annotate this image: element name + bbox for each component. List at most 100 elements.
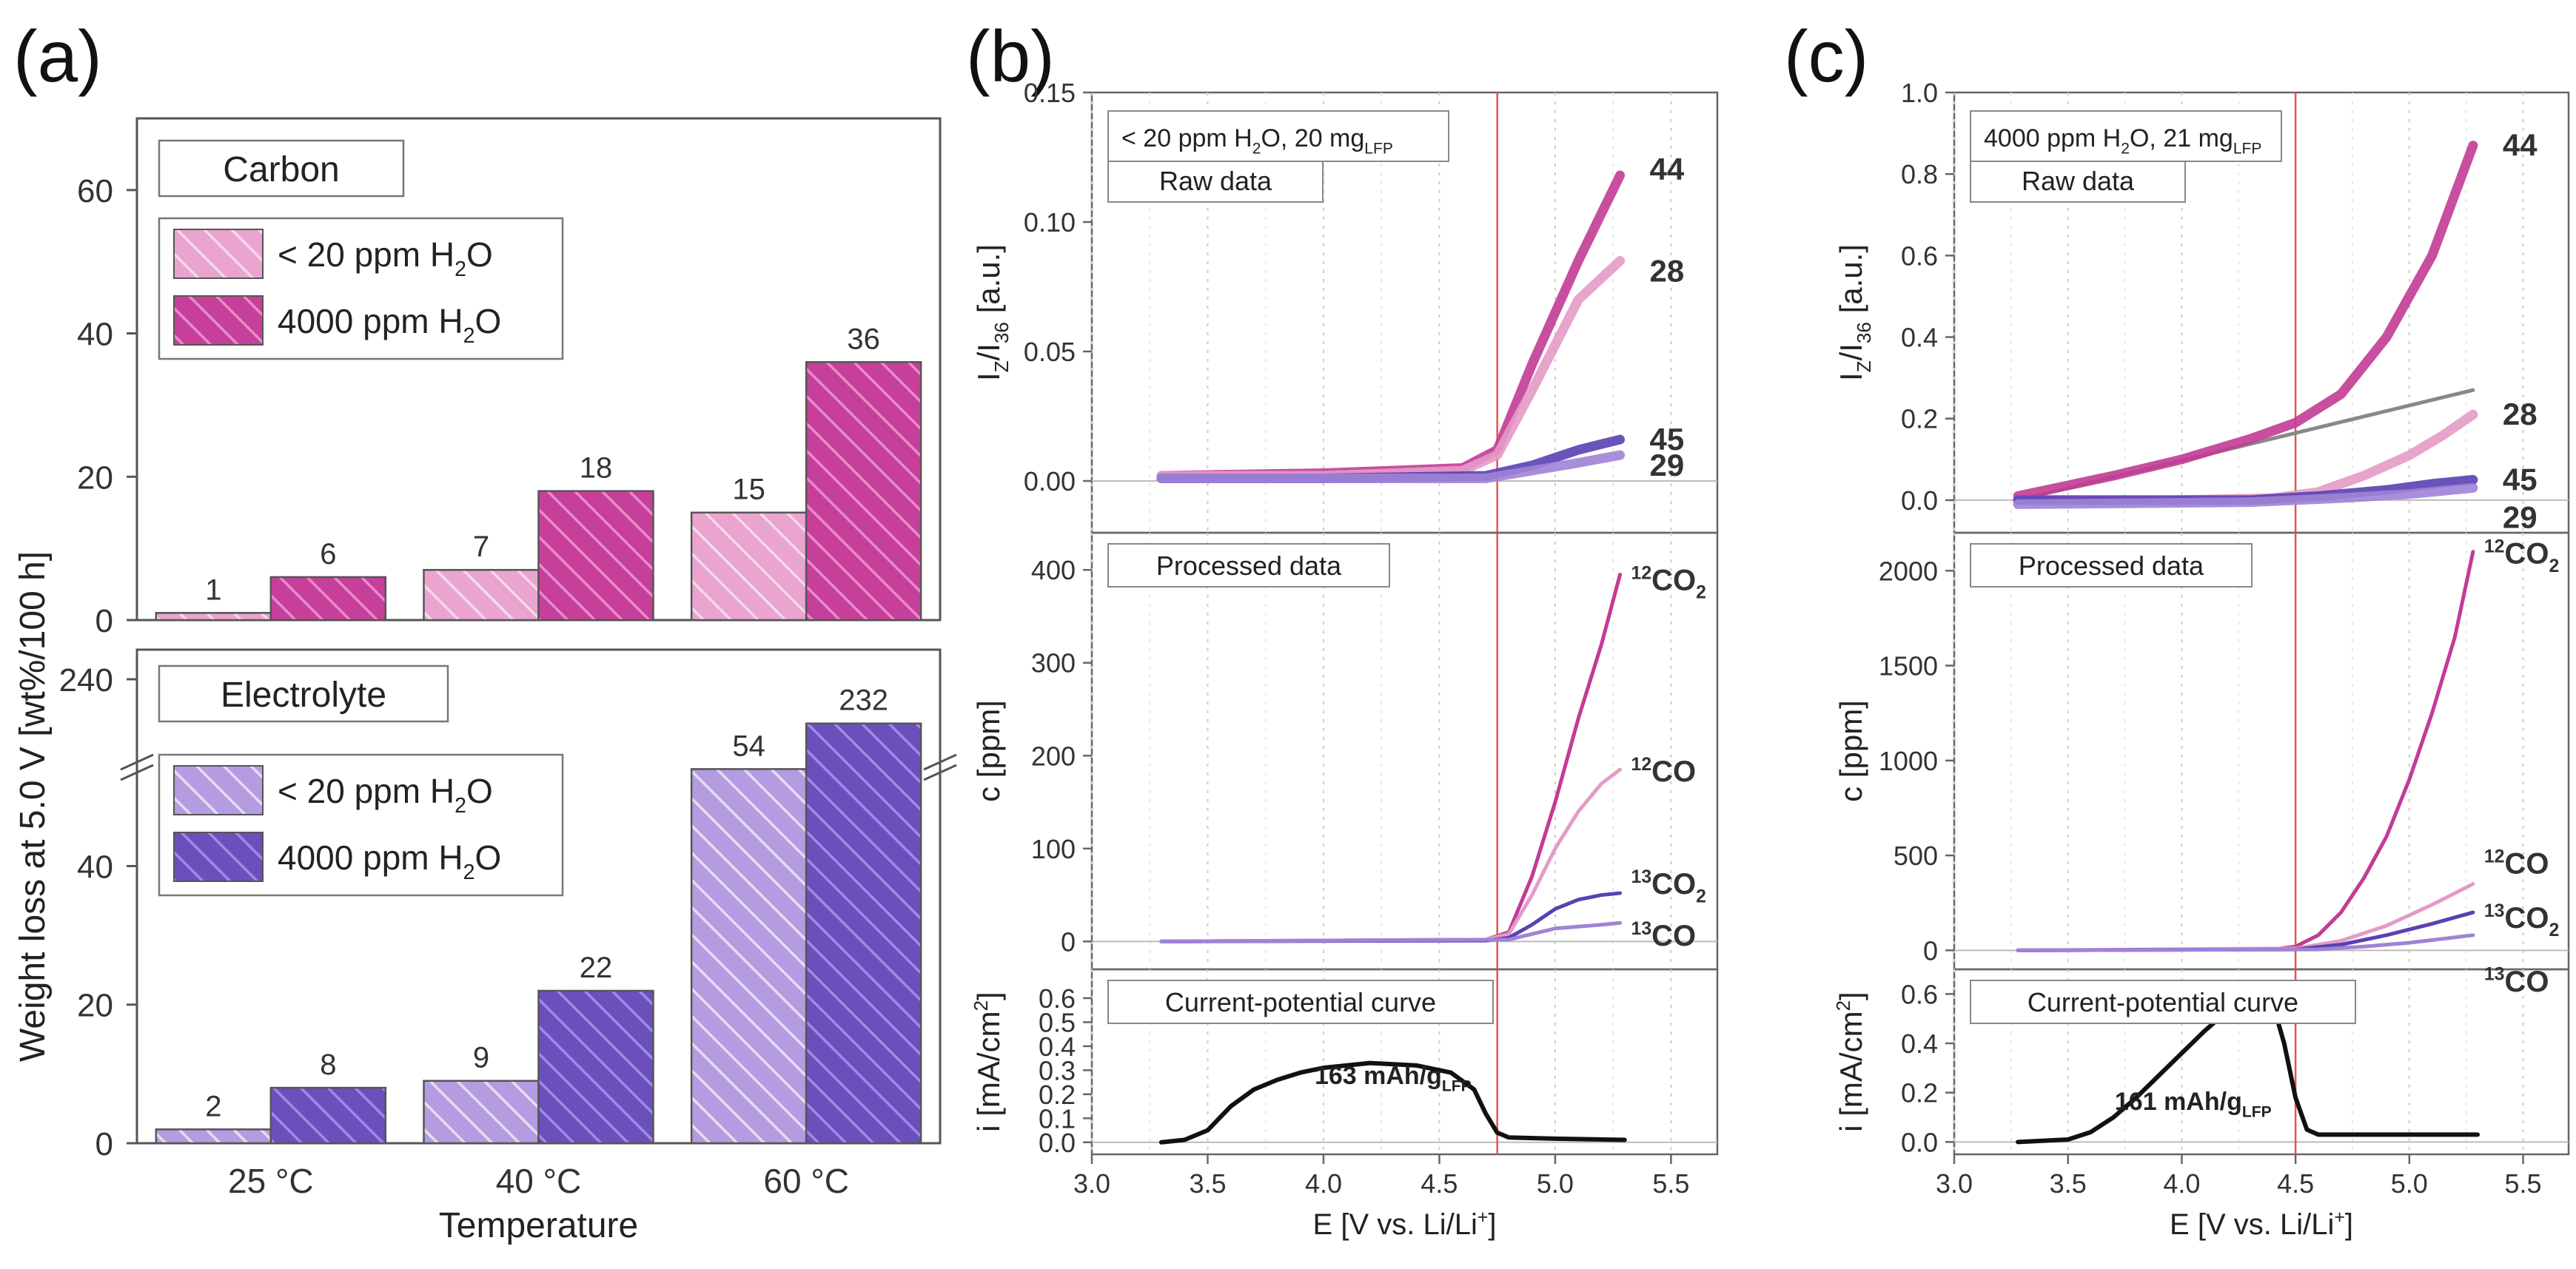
y-axis-label-part: Z — [990, 360, 1013, 372]
y-tick-label: 0.6 — [1039, 983, 1076, 1014]
capacity-label-part: LFP — [2242, 1104, 2272, 1121]
y-axis-label-part: 2 — [1832, 1000, 1854, 1011]
y-axis-label: IZ/I36 [a.u.] — [1834, 244, 1875, 381]
processed-title: Processed data — [1156, 551, 1342, 581]
current-title-box — [1970, 980, 2356, 1024]
bar-value-label: 1 — [205, 573, 221, 606]
x-axis-label-part: E [V vs. Li/Li — [2170, 1208, 2334, 1241]
raw-series-label: 28 — [1650, 254, 1685, 289]
x-tick-label: 5.0 — [1537, 1168, 1574, 1199]
axis-break-mark — [923, 753, 957, 771]
bar-value-label: 15 — [732, 474, 765, 506]
processed-series-label-part: CO — [1651, 755, 1696, 788]
y-axis-label: i [mA/cm2] — [970, 992, 1006, 1131]
processed-series-label-part: 13 — [1631, 867, 1652, 887]
condition-label: 4000 ppm H2O, 21 mgLFP — [1984, 124, 2261, 158]
legend-label-part: 2 — [463, 861, 475, 884]
processed-series-label-part: 2 — [2549, 920, 2559, 940]
panel-label-a: (a) — [13, 16, 102, 97]
raw-title: Raw data — [2022, 166, 2135, 196]
y-tick-label: 1.0 — [1901, 78, 1938, 108]
y-tick-label: 0.6 — [1901, 240, 1938, 271]
y-tick-label: 0.05 — [1024, 337, 1076, 367]
y-axis-label-part: ] — [1834, 992, 1868, 1000]
series-current-current — [1158, 1060, 1627, 1145]
y-tick-label: 0 — [1061, 926, 1076, 957]
bar-carbon-dry — [155, 612, 272, 622]
processed-series-label-part: 13 — [1631, 919, 1652, 939]
x-tick-label: 4.0 — [1305, 1168, 1342, 1199]
x-tick-label: 60 °C — [763, 1162, 849, 1200]
x-tick-label: 3.0 — [1073, 1168, 1110, 1199]
y-tick-label: 0.5 — [1039, 1007, 1076, 1037]
capacity-label: 161 mAh/gLFP — [2115, 1088, 2272, 1121]
x-axis-label-part: E [V vs. Li/Li — [1313, 1208, 1477, 1241]
raw-series-label: 45 — [1650, 422, 1685, 457]
y-tick-label: 300 — [1031, 648, 1076, 679]
y-tick-label: 1000 — [1879, 746, 1938, 776]
condition-label-part: O, 20 mg — [1261, 124, 1364, 152]
processed-series-label-part: 12 — [1631, 755, 1652, 775]
processed-title-box — [1107, 543, 1390, 588]
y-tick-label: 0.4 — [1039, 1031, 1076, 1062]
y-tick-label: 1500 — [1879, 651, 1938, 681]
y-tick-label: 20 — [77, 988, 113, 1024]
x-axis-label-part: + — [1477, 1208, 1488, 1228]
processed-series-label-part: CO — [2504, 848, 2549, 881]
y-tick-label: 200 — [1031, 741, 1076, 771]
x-tick-label: 4.5 — [2277, 1168, 2314, 1199]
processed-series-label: 13CO2 — [1631, 867, 1706, 906]
raw-series-label: 44 — [2503, 128, 2538, 163]
y-axis-label: c [ppm] — [1834, 700, 1868, 802]
legend-label: 4000 ppm H2O — [278, 302, 501, 348]
axis-break-mark — [923, 764, 957, 781]
condition-box — [1970, 110, 2282, 162]
legend-label-part: O — [474, 838, 501, 877]
legend-label-part: 4000 ppm H — [278, 838, 463, 877]
series-processed-13CO — [1159, 920, 1623, 943]
processed-series-label: 13CO — [2484, 965, 2549, 998]
x-tick-label: 3.0 — [1936, 1168, 1973, 1199]
bar-electrolyte-wet — [269, 1086, 387, 1145]
bar-electrolyte-dry — [155, 1128, 272, 1145]
legend-swatch — [173, 765, 264, 815]
y-axis-label: i [mA/cm2] — [1832, 992, 1868, 1131]
y-tick-label: 240 — [59, 662, 113, 699]
bar-carbon-wet — [537, 490, 654, 622]
y-tick-label: 0.00 — [1024, 466, 1076, 497]
raw-series-label: 29 — [2503, 499, 2538, 534]
bar-value-label: 54 — [732, 730, 765, 762]
processed-series-label-part: 12 — [2484, 846, 2505, 866]
y-tick-label: 0.2 — [1901, 404, 1938, 434]
legend-swatch — [173, 229, 264, 279]
y-axis-label: c [ppm] — [971, 700, 1006, 802]
axis-break-mark — [120, 764, 154, 781]
y-axis-label: IZ/I36 [a.u.] — [971, 244, 1013, 381]
bar-electrolyte-dry — [423, 1080, 540, 1145]
bar-value-label: 7 — [473, 531, 489, 563]
current-title: Current-potential curve — [2027, 987, 2298, 1017]
y-axis-label-part: i [mA/cm — [971, 1011, 1006, 1131]
processed-series-label-part: 13 — [2484, 965, 2505, 985]
panel-b: 0.00 0.05 0.10 0.15 Raw data IZ/I36 [a.u.] 0 10… — [970, 78, 1719, 1241]
panel-label-c: (c) — [1784, 16, 1868, 97]
bar-electrolyte-wet — [537, 989, 654, 1145]
bar-value-label: 22 — [580, 952, 613, 984]
bar-carbon-wet — [805, 361, 922, 622]
y-tick-label: 0.8 — [1901, 159, 1938, 189]
processed-title: Processed data — [2019, 551, 2204, 581]
bar-carbon-dry — [690, 511, 808, 622]
y-tick-label: 0.15 — [1024, 78, 1076, 108]
series-raw-44 — [1156, 170, 1626, 481]
y-axis-label: Weight loss at 5.0 V [wt%/100 h] — [13, 551, 53, 1062]
y-tick-label: 0.10 — [1024, 207, 1076, 238]
series-raw-44 — [2013, 141, 2478, 501]
processed-series-label: 12CO — [2484, 846, 2549, 880]
capacity-label-part: 163 mAh/g — [1315, 1062, 1442, 1090]
legend-label-part: O — [474, 302, 501, 340]
processed-series-label-part: CO — [1651, 868, 1696, 901]
condition-label-part: LFP — [2233, 141, 2262, 158]
legend-label: 4000 ppm H2O — [278, 838, 501, 884]
legend-label-part: 4000 ppm H — [278, 302, 463, 340]
